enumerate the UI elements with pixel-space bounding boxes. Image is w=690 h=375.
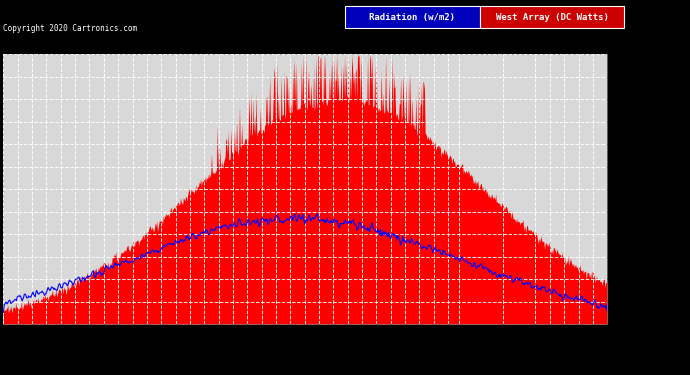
Text: West Array (DC Watts): West Array (DC Watts): [495, 13, 609, 22]
Text: Copyright 2020 Cartronics.com: Copyright 2020 Cartronics.com: [3, 24, 137, 33]
Text: West Array Power & Solar Radiation Mon May 4 19:49: West Array Power & Solar Radiation Mon M…: [85, 9, 522, 26]
Text: Radiation (w/m2): Radiation (w/m2): [369, 13, 455, 22]
